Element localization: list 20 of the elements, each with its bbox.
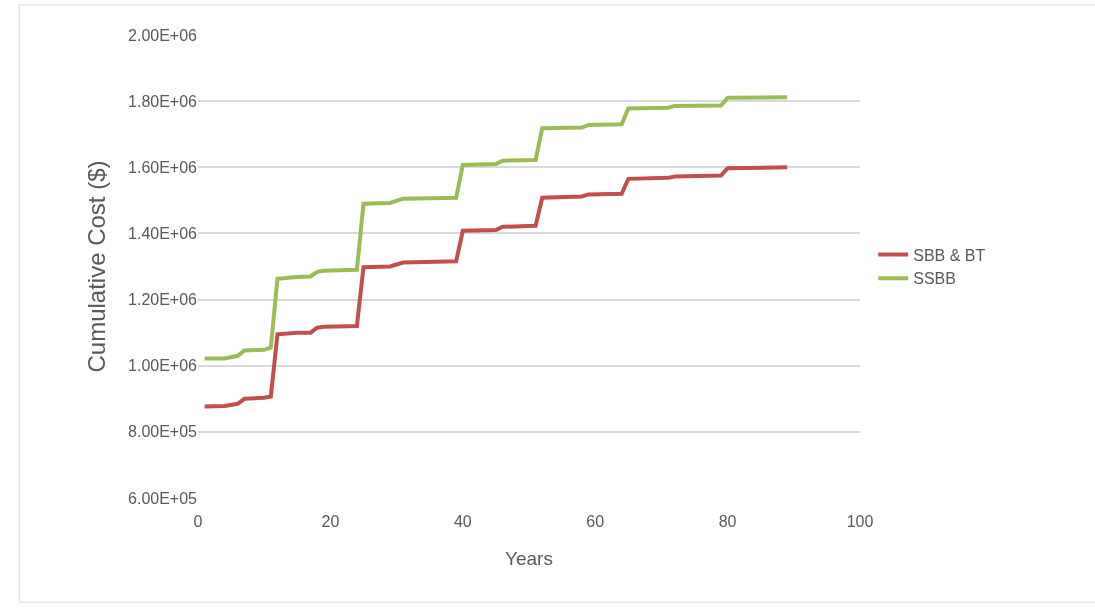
x-axis-title: Years (505, 548, 553, 569)
y-tick-label: 1.00E+06 (128, 357, 198, 375)
x-tick-label: 20 (321, 513, 340, 530)
line-series (202, 95, 790, 361)
y-tick-label: 1.20E+06 (128, 291, 198, 309)
x-tick-label: 60 (586, 513, 605, 530)
legend-label: SBB & BT (913, 246, 986, 264)
line-series (202, 165, 790, 409)
x-tick-label: 80 (718, 513, 737, 530)
y-tick-label: 1.60E+06 (128, 158, 198, 176)
x-tick-label: 40 (453, 513, 472, 530)
y-axis-title: Cumulative Cost ($) (83, 160, 111, 373)
y-tick-label: 6.00E+05 (128, 489, 198, 507)
y-tick-label: 1.40E+06 (128, 225, 198, 243)
y-tick-label: 1.80E+06 (128, 92, 198, 110)
x-tick-label: 100 (846, 513, 874, 530)
x-tick-label: 0 (193, 513, 203, 530)
y-tick-label: 8.00E+05 (128, 423, 198, 441)
y-tick-label: 2.00E+06 (128, 26, 198, 44)
legend-label: SSBB (913, 270, 956, 288)
